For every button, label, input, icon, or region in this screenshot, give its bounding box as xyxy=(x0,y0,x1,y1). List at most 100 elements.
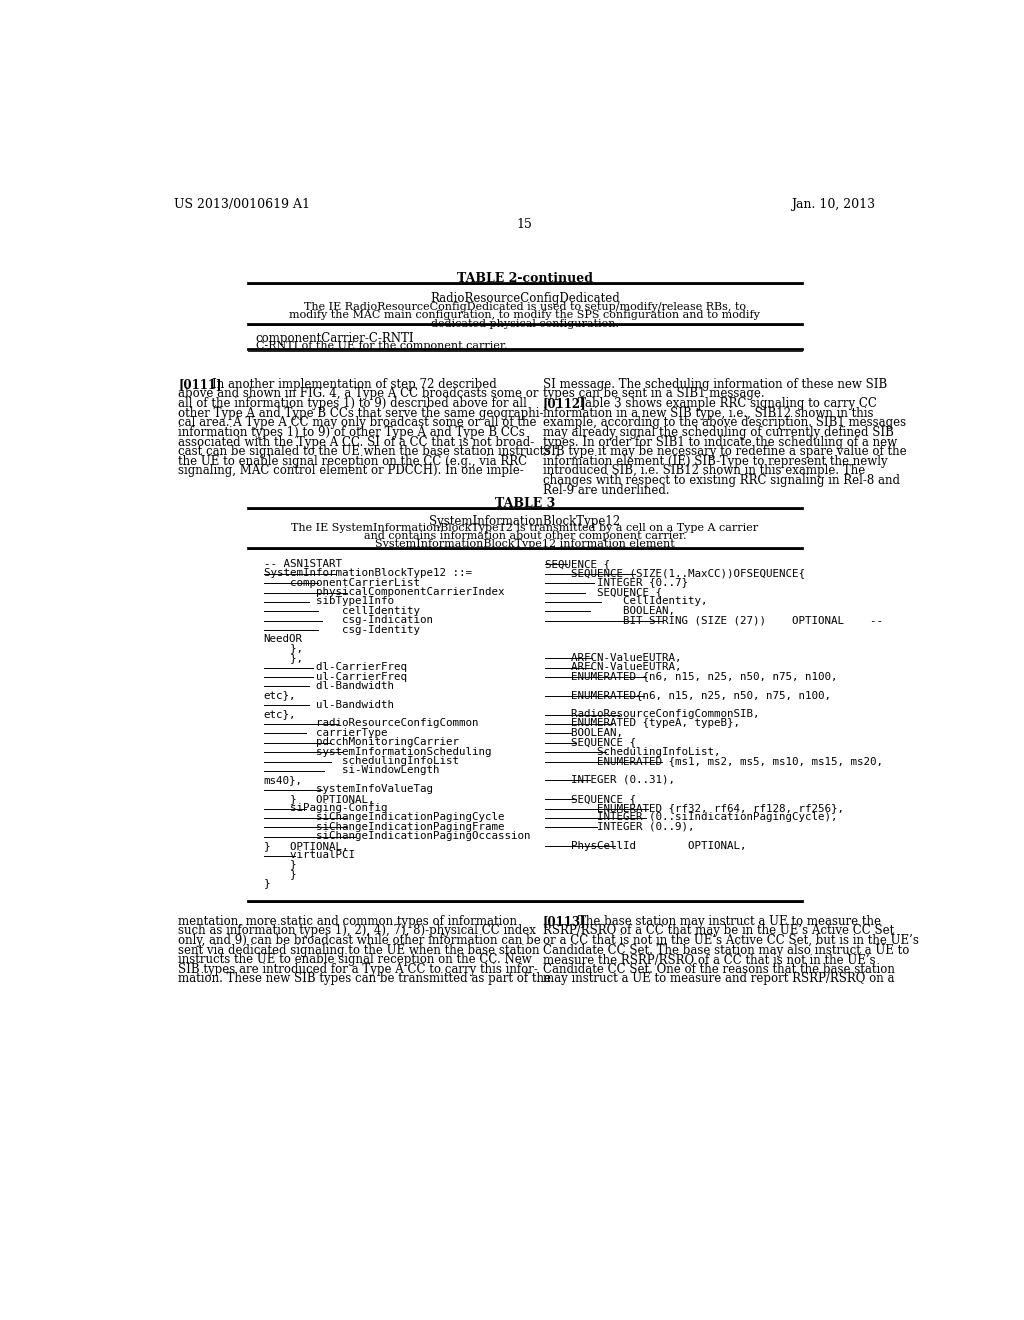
Text: US 2013/0010619 A1: US 2013/0010619 A1 xyxy=(174,198,310,211)
Text: sent via dedicated signaling to the UE when the base station: sent via dedicated signaling to the UE w… xyxy=(178,944,540,957)
Text: information element (IE) SIB-Type to represent the newly: information element (IE) SIB-Type to rep… xyxy=(543,455,887,467)
Text: schedulingInfoList: schedulingInfoList xyxy=(263,756,459,766)
Text: instructs the UE to enable signal reception on the CC. New: instructs the UE to enable signal recept… xyxy=(178,953,532,966)
Text: carrierType: carrierType xyxy=(263,727,387,738)
Text: information types 1) to 9) of other Type A and Type B CCs: information types 1) to 9) of other Type… xyxy=(178,426,525,440)
Text: ENUMERATED{n6, n15, n25, n50, n75, n100,: ENUMERATED{n6, n15, n25, n50, n75, n100, xyxy=(545,690,830,701)
Text: example, according to the above description. SIB1 messages: example, according to the above descript… xyxy=(543,416,906,429)
Text: siChangeIndicationPagingCycle: siChangeIndicationPagingCycle xyxy=(263,812,504,822)
Text: ENUMERATED {rf32, rf64, rf128, rf256},: ENUMERATED {rf32, rf64, rf128, rf256}, xyxy=(545,803,844,813)
Text: CellIdentity,: CellIdentity, xyxy=(545,597,708,606)
Text: }: } xyxy=(263,859,296,870)
Text: }   OPTIONAL,: } OPTIONAL, xyxy=(263,841,348,850)
Text: componentCarrier-C-RNTI: componentCarrier-C-RNTI xyxy=(256,331,415,345)
Text: [0111]: [0111] xyxy=(178,378,222,391)
Text: BOOLEAN,: BOOLEAN, xyxy=(545,606,675,615)
Text: pdcchMonitoringCarrier: pdcchMonitoringCarrier xyxy=(263,738,459,747)
Text: the UE to enable signal reception on the CC (e.g., via RRC: the UE to enable signal reception on the… xyxy=(178,455,527,467)
Text: radioResourceConfigCommon: radioResourceConfigCommon xyxy=(263,718,478,729)
Text: and contains information about other component carrier.: and contains information about other com… xyxy=(364,531,686,541)
Text: etc},: etc}, xyxy=(263,709,296,719)
Text: ENUMERATED {typeA, typeB},: ENUMERATED {typeA, typeB}, xyxy=(545,718,740,729)
Text: etc},: etc}, xyxy=(263,690,296,701)
Text: ul-CarrierFreq: ul-CarrierFreq xyxy=(263,672,407,681)
Text: or a CC that is not in the UE’s Active CC Set, but is in the UE’s: or a CC that is not in the UE’s Active C… xyxy=(543,935,919,946)
Text: The IE SystemInformationBlockType12 is transmitted by a cell on a Type A carrier: The IE SystemInformationBlockType12 is t… xyxy=(291,524,759,533)
Text: [0112]: [0112] xyxy=(543,397,587,411)
Text: only, and 9) can be broadcast while other information can be: only, and 9) can be broadcast while othe… xyxy=(178,935,541,946)
Text: },: }, xyxy=(263,643,303,653)
Text: BIT STRING (SIZE (27))    OPTIONAL    --: BIT STRING (SIZE (27)) OPTIONAL -- xyxy=(545,615,883,626)
Text: RSRP/RSRQ of a CC that may be in the UE’s Active CC Set: RSRP/RSRQ of a CC that may be in the UE’… xyxy=(543,924,894,937)
Text: TABLE 2-continued: TABLE 2-continued xyxy=(457,272,593,285)
Text: siPaging-Config: siPaging-Config xyxy=(263,803,387,813)
Text: SystemInformationBlockType12 information element: SystemInformationBlockType12 information… xyxy=(375,539,675,549)
Text: RadioResourceConfigCommonSIB,: RadioResourceConfigCommonSIB, xyxy=(545,709,760,719)
Text: measure the RSRP/RSRQ of a CC that is not in the UE’s: measure the RSRP/RSRQ of a CC that is no… xyxy=(543,953,876,966)
Text: The IE RadioResourceConfigDedicated is used to setup/modify/release RBs, to: The IE RadioResourceConfigDedicated is u… xyxy=(304,302,745,312)
Text: ENUMERATED {n6, n15, n25, n50, n75, n100,: ENUMERATED {n6, n15, n25, n50, n75, n100… xyxy=(545,672,838,681)
Text: may already signal the scheduling of currently defined SIB: may already signal the scheduling of cur… xyxy=(543,426,894,440)
Text: -- ASN1START: -- ASN1START xyxy=(263,558,342,569)
Text: The base station may instruct a UE to measure the: The base station may instruct a UE to me… xyxy=(578,915,881,928)
Text: systemInformationScheduling: systemInformationScheduling xyxy=(263,747,492,756)
Text: Rel-9 are underlined.: Rel-9 are underlined. xyxy=(543,483,670,496)
Text: SchedulingInfoList,: SchedulingInfoList, xyxy=(545,747,721,756)
Text: INTEGER (0..9),: INTEGER (0..9), xyxy=(545,822,694,832)
Text: SEQUENCE (SIZE(1..MaxCC))OFSEQUENCE{: SEQUENCE (SIZE(1..MaxCC))OFSEQUENCE{ xyxy=(545,568,805,578)
Text: all of the information types 1) to 9) described above for all: all of the information types 1) to 9) de… xyxy=(178,397,527,411)
Text: changes with respect to existing RRC signaling in Rel-8 and: changes with respect to existing RRC sig… xyxy=(543,474,900,487)
Text: TABLE 3: TABLE 3 xyxy=(495,498,555,511)
Text: },: }, xyxy=(263,653,303,663)
Text: si-WindowLength: si-WindowLength xyxy=(263,766,439,775)
Text: types can be sent in a SIB1 message.: types can be sent in a SIB1 message. xyxy=(543,388,764,400)
Text: mentation, more static and common types of information: mentation, more static and common types … xyxy=(178,915,517,928)
Text: componentCarrierList: componentCarrierList xyxy=(263,578,420,587)
Text: such as information types 1), 2), 4), 7), 8)-physical CC index: such as information types 1), 2), 4), 7)… xyxy=(178,924,537,937)
Text: signaling, MAC control element or PDCCH). In one imple-: signaling, MAC control element or PDCCH)… xyxy=(178,465,524,478)
Text: SI message. The scheduling information of these new SIB: SI message. The scheduling information o… xyxy=(543,378,887,391)
Text: information in a new SIB type, i.e., SIB12 shown in this: information in a new SIB type, i.e., SIB… xyxy=(543,407,873,420)
Text: physicalComponentCarrierIndex: physicalComponentCarrierIndex xyxy=(263,587,504,597)
Text: cal area. A Type A CC may only broadcast some or all of the: cal area. A Type A CC may only broadcast… xyxy=(178,416,537,429)
Text: Table 3 shows example RRC signaling to carry CC: Table 3 shows example RRC signaling to c… xyxy=(578,397,877,411)
Text: Candidate CC Set. The base station may also instruct a UE to: Candidate CC Set. The base station may a… xyxy=(543,944,909,957)
Text: BOOLEAN,: BOOLEAN, xyxy=(545,727,623,738)
Text: dedicated physical configuration.: dedicated physical configuration. xyxy=(431,318,618,329)
Text: above and shown in FIG. 4, a Type A CC broadcasts some or: above and shown in FIG. 4, a Type A CC b… xyxy=(178,388,539,400)
Text: RadioResourceConfigDedicated: RadioResourceConfigDedicated xyxy=(430,293,620,305)
Text: }: } xyxy=(263,869,296,879)
Text: }   OPTIONAL,: } OPTIONAL, xyxy=(263,793,374,804)
Text: cast can be signaled to the UE when the base station instructs: cast can be signaled to the UE when the … xyxy=(178,445,551,458)
Text: PhysCellId        OPTIONAL,: PhysCellId OPTIONAL, xyxy=(545,841,746,850)
Text: sibType1Info: sibType1Info xyxy=(263,597,393,606)
Text: SEQUENCE {: SEQUENCE { xyxy=(545,793,636,804)
Text: ARFCN-ValueEUTRA,: ARFCN-ValueEUTRA, xyxy=(545,663,681,672)
Text: SEQUENCE {: SEQUENCE { xyxy=(545,587,662,597)
Text: ms40},: ms40}, xyxy=(263,775,303,785)
Text: types. In order for SIB1 to indicate the scheduling of a new: types. In order for SIB1 to indicate the… xyxy=(543,436,897,449)
Text: modify the MAC main configuration, to modify the SPS configuration and to modify: modify the MAC main configuration, to mo… xyxy=(290,310,760,319)
Text: siChangeIndicationPagingOccassion: siChangeIndicationPagingOccassion xyxy=(263,832,530,841)
Text: SIB types are introduced for a Type A CC to carry this infor-: SIB types are introduced for a Type A CC… xyxy=(178,962,539,975)
Text: may instruct a UE to measure and report RSRP/RSRQ on a: may instruct a UE to measure and report … xyxy=(543,973,894,986)
Text: C-RNTI of the UE for the component carrier.: C-RNTI of the UE for the component carri… xyxy=(256,341,507,351)
Text: SystemInformationBlockType12 ::=: SystemInformationBlockType12 ::= xyxy=(263,568,472,578)
Text: dl-CarrierFreq: dl-CarrierFreq xyxy=(263,663,407,672)
Text: ENUMERATED {ms1, ms2, ms5, ms10, ms15, ms20,: ENUMERATED {ms1, ms2, ms5, ms10, ms15, m… xyxy=(545,756,883,766)
Text: ul-Bandwidth: ul-Bandwidth xyxy=(263,700,393,710)
Text: INTEGER (0..31),: INTEGER (0..31), xyxy=(545,775,675,785)
Text: other Type A and Type B CCs that serve the same geographi-: other Type A and Type B CCs that serve t… xyxy=(178,407,544,420)
Text: SIB type it may be necessary to redefine a spare value of the: SIB type it may be necessary to redefine… xyxy=(543,445,906,458)
Text: siChangeIndicationPagingFrame: siChangeIndicationPagingFrame xyxy=(263,822,504,832)
Text: In another implementation of step 72 described: In another implementation of step 72 des… xyxy=(212,378,497,391)
Text: dl-Bandwidth: dl-Bandwidth xyxy=(263,681,393,690)
Text: [0113]: [0113] xyxy=(543,915,587,928)
Text: INTEGER (0..siIndicationPagingCycle),: INTEGER (0..siIndicationPagingCycle), xyxy=(545,812,838,822)
Text: csg-Indication: csg-Indication xyxy=(263,615,432,626)
Text: 15: 15 xyxy=(517,218,532,231)
Text: Jan. 10, 2013: Jan. 10, 2013 xyxy=(791,198,876,211)
Text: Candidate CC Set. One of the reasons that the base station: Candidate CC Set. One of the reasons tha… xyxy=(543,962,895,975)
Text: }: } xyxy=(263,878,270,888)
Text: ARFCN-ValueEUTRA,: ARFCN-ValueEUTRA, xyxy=(545,653,681,663)
